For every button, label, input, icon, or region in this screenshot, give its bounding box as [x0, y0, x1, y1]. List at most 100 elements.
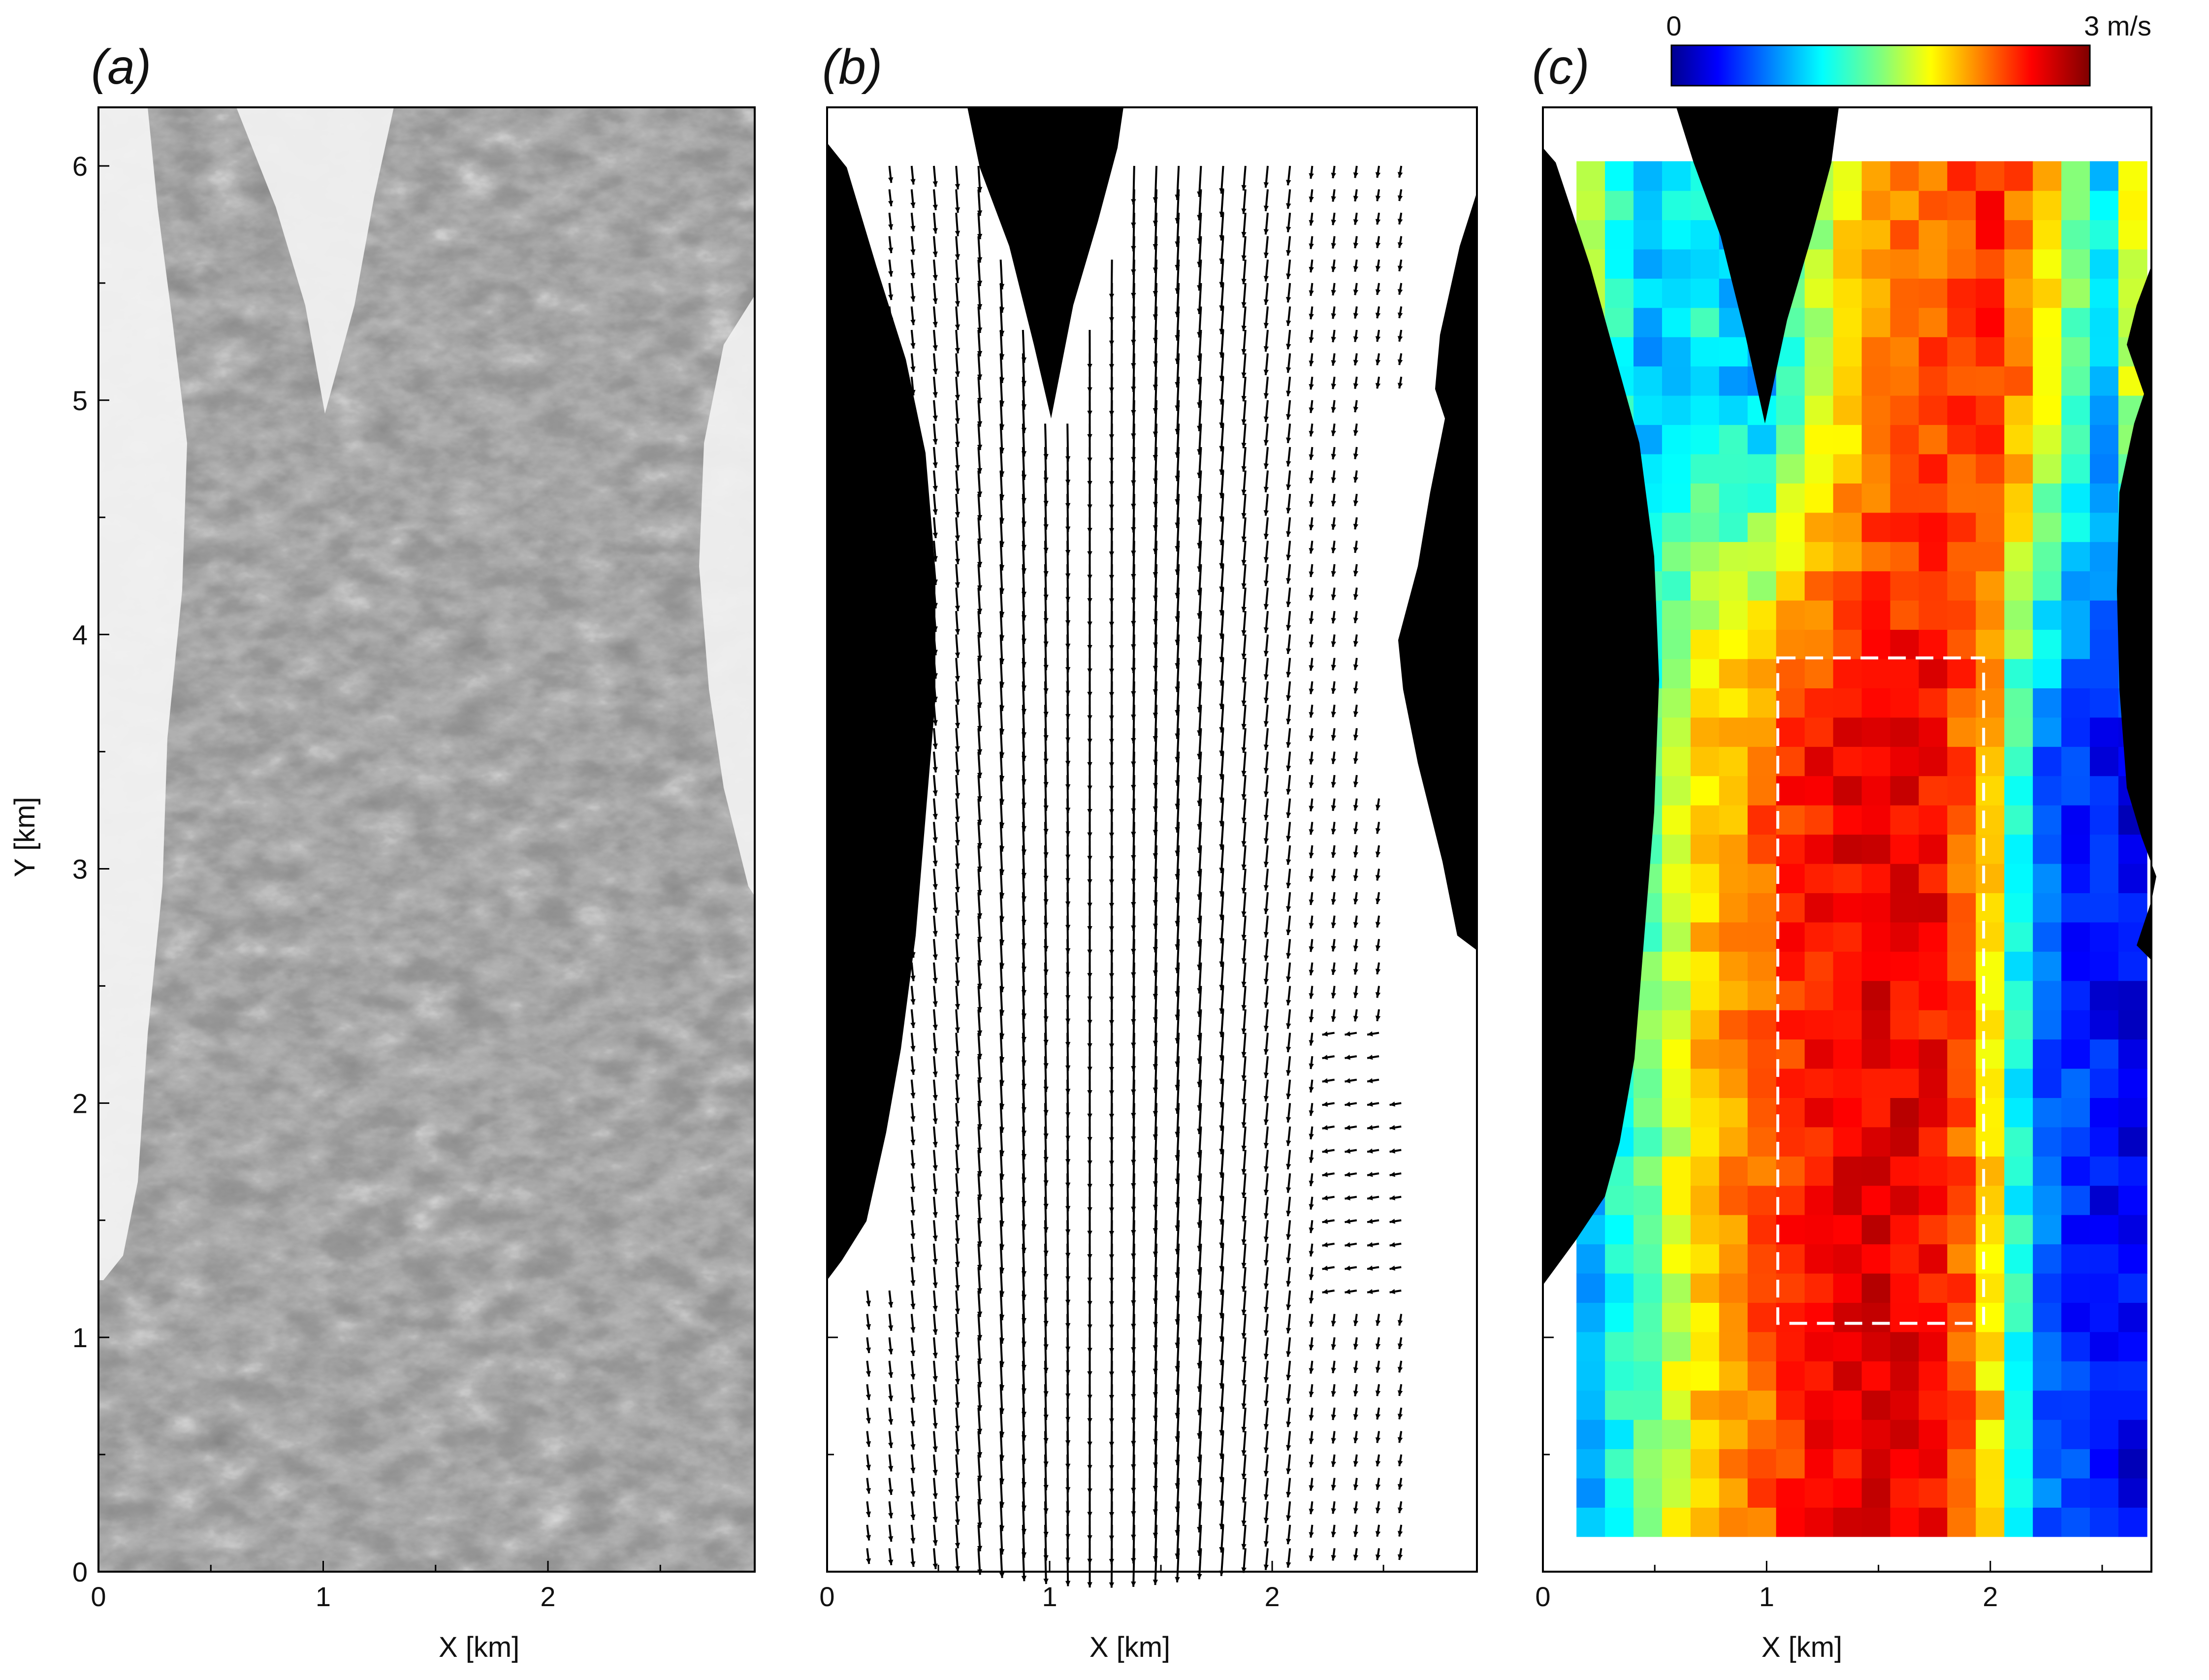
heatmap-cell — [2004, 542, 2033, 572]
velocity-vector-head — [999, 870, 1005, 875]
heatmap-cell — [1690, 1156, 1720, 1186]
heatmap-cell — [2061, 1244, 2090, 1274]
heatmap-cell — [1747, 893, 1777, 923]
velocity-vector-head — [932, 579, 938, 585]
velocity-vector-head — [999, 682, 1005, 688]
velocity-vector-head — [1263, 932, 1269, 937]
velocity-vector — [1154, 165, 1158, 203]
velocity-vector-head — [1309, 1321, 1314, 1327]
velocity-vector-head — [1375, 1390, 1381, 1396]
heatmap-cell — [1861, 1185, 1891, 1215]
heatmap-cell — [1747, 1244, 1777, 1274]
velocity-vector-head — [1131, 1347, 1136, 1353]
heatmap-cell — [2033, 512, 2062, 542]
velocity-vector-head — [1175, 1459, 1180, 1465]
velocity-vector-head — [1197, 191, 1202, 197]
velocity-vector-head — [1087, 762, 1092, 768]
velocity-vector-head — [1309, 314, 1314, 320]
velocity-vector-head — [910, 1046, 916, 1052]
heatmap-cell — [1976, 600, 2005, 630]
velocity-vector-head — [932, 228, 938, 234]
heatmap-cell — [2061, 220, 2090, 250]
heatmap-cell — [1576, 1449, 1605, 1479]
velocity-vector-head — [1309, 852, 1314, 858]
heatmap-cell — [2004, 366, 2033, 396]
heatmap-cell — [1776, 893, 1805, 923]
y-tick-label: 1 — [72, 1322, 88, 1353]
velocity-vector-head — [1353, 500, 1359, 506]
heatmap-cell — [1662, 337, 1691, 367]
heatmap-cell — [1947, 1039, 1977, 1069]
velocity-vector-head — [910, 296, 916, 302]
velocity-vector-head — [1241, 1356, 1247, 1362]
velocity-vector-head — [1197, 379, 1202, 385]
heatmap-cell — [1861, 980, 1891, 1010]
velocity-vector-head — [1153, 1134, 1158, 1140]
velocity-vector-head — [1375, 1343, 1381, 1350]
velocity-vector-head — [888, 1442, 894, 1448]
heatmap-cell — [1890, 600, 1920, 630]
velocity-vector-head — [1286, 718, 1291, 724]
velocity-vector-head — [1263, 674, 1269, 680]
velocity-vector-head — [1241, 231, 1247, 238]
velocity-vector-head — [1241, 513, 1247, 519]
heatmap-cell — [2004, 1156, 2033, 1186]
velocity-vector-head — [1087, 1441, 1092, 1447]
velocity-vector-head — [999, 1479, 1005, 1485]
velocity-vector-head — [1109, 1137, 1115, 1143]
velocity-vector-head — [1286, 1398, 1291, 1404]
heatmap-cell — [1976, 1273, 2005, 1303]
velocity-vector-head — [1309, 196, 1314, 202]
velocity-vector-head — [1241, 888, 1247, 894]
heatmap-cell — [1804, 1009, 1834, 1040]
velocity-vector-head — [1043, 946, 1049, 952]
velocity-vector-head — [999, 401, 1005, 407]
heatmap-cell — [1719, 1273, 1748, 1303]
velocity-vector-head — [955, 770, 960, 775]
heatmap-cell — [1976, 775, 2005, 806]
heatmap-cell — [1690, 863, 1720, 893]
heatmap-cell — [2090, 629, 2119, 659]
heatmap-cell — [1861, 1302, 1891, 1332]
velocity-vector — [1044, 423, 1047, 460]
velocity-vector-head — [1021, 1435, 1027, 1441]
heatmap-cell — [1947, 1214, 1977, 1245]
velocity-vector-head — [1043, 501, 1049, 507]
heatmap-cell — [2118, 1244, 2147, 1274]
velocity-vector-head — [1087, 832, 1092, 838]
heatmap-cell — [1576, 1478, 1605, 1508]
heatmap-cell — [1890, 717, 1920, 747]
heatmap-cell — [1919, 1419, 1948, 1450]
heatmap-cell — [1804, 249, 1834, 279]
velocity-vector-head — [1219, 985, 1224, 991]
heatmap-cell — [2033, 834, 2062, 864]
heatmap-cell — [1776, 951, 1805, 981]
velocity-vector-head — [1309, 876, 1314, 882]
velocity-vector-head — [888, 1372, 894, 1378]
heatmap-cell — [1804, 1361, 1834, 1391]
velocity-vector-head — [1197, 965, 1202, 970]
velocity-vector-head — [1065, 1135, 1071, 1141]
velocity-vector-head — [1175, 686, 1180, 692]
velocity-vector-head — [1353, 899, 1359, 905]
velocity-vector-head — [1021, 1529, 1027, 1535]
velocity-vector-head — [1309, 220, 1314, 226]
velocity-vector-head — [1331, 945, 1336, 952]
heatmap-cell — [1890, 1156, 1920, 1186]
heatmap-cell — [1861, 1244, 1891, 1274]
velocity-vector-head — [1263, 978, 1269, 985]
velocity-vector-head — [1309, 969, 1314, 975]
velocity-vector-head — [1219, 563, 1224, 569]
velocity-vector-head — [1153, 361, 1158, 367]
heatmap-cell — [1804, 512, 1834, 542]
velocity-vector-head — [977, 609, 983, 614]
heatmap-cell — [2061, 571, 2090, 601]
heatmap-cell — [1662, 1390, 1691, 1420]
heatmap-cell — [2004, 980, 2033, 1010]
heatmap-cell — [1776, 863, 1805, 893]
velocity-vector-head — [1021, 943, 1027, 949]
velocity-vector-head — [1175, 616, 1180, 622]
heatmap-cell — [2061, 980, 2090, 1010]
velocity-vector-head — [865, 1324, 871, 1330]
velocity-vector-head — [1109, 973, 1115, 979]
